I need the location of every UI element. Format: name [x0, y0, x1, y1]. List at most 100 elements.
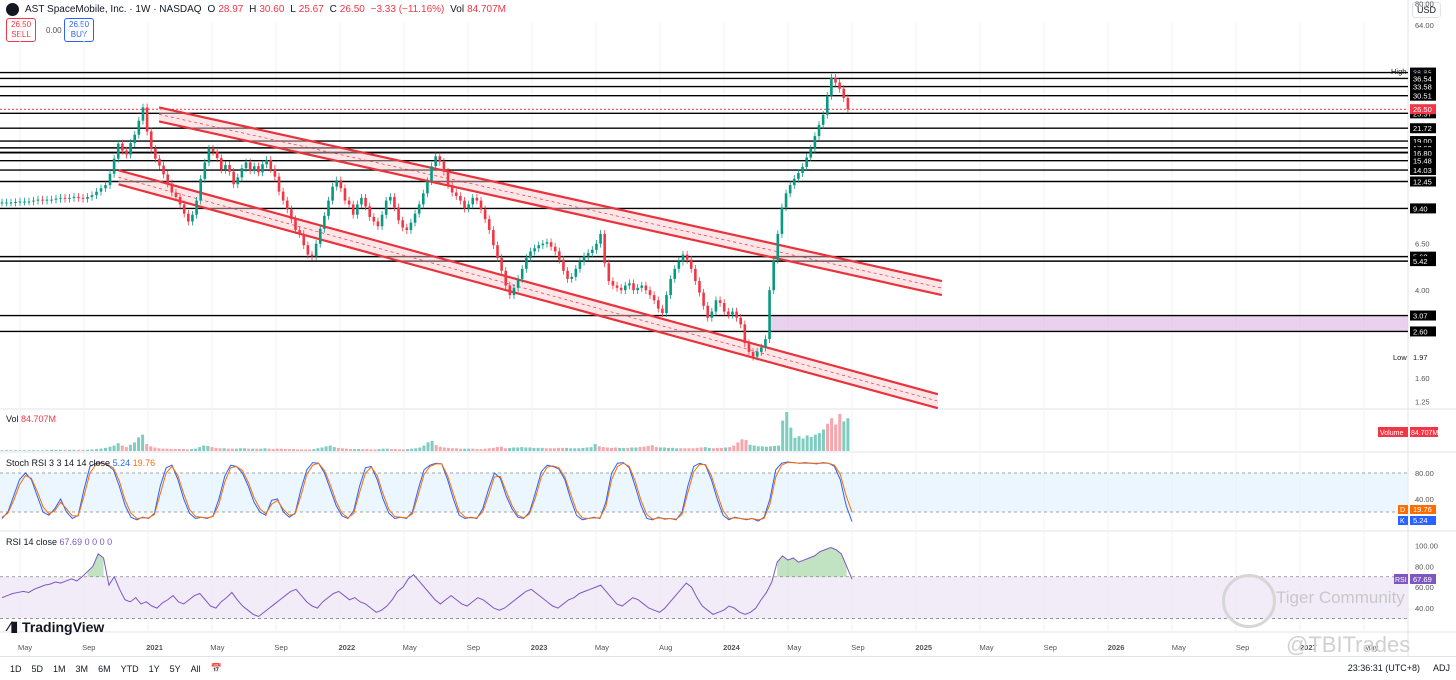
volume-bar	[259, 448, 263, 451]
timeframe-1y[interactable]: 1Y	[148, 663, 160, 674]
candle-body	[54, 198, 58, 200]
volume-bar	[291, 449, 295, 451]
candle-body	[438, 156, 442, 162]
candle-body	[710, 311, 714, 318]
timeframe-1d[interactable]: 1D	[10, 663, 22, 674]
candle-body	[426, 181, 429, 194]
buy-button[interactable]: 26.50 BUY	[64, 18, 95, 42]
volume-bar	[605, 447, 609, 451]
volume-bar	[618, 447, 622, 451]
time-axis-label: May	[403, 643, 417, 652]
candle-body	[652, 295, 656, 301]
candle-body	[632, 283, 635, 291]
volume-bar	[817, 433, 821, 451]
timeframe-ytd[interactable]: YTD	[120, 663, 139, 674]
stoch-k-letter: K	[1400, 518, 1405, 525]
volume-bar	[304, 449, 308, 451]
time-axis-label: May	[980, 643, 994, 652]
timeframe-5y[interactable]: 5Y	[169, 663, 181, 674]
candle-body	[681, 254, 685, 262]
candle-body	[174, 192, 178, 197]
candle-body	[182, 204, 186, 214]
volume-bar	[120, 445, 124, 451]
sell-button[interactable]: 26.50 SELL	[6, 18, 37, 42]
chart-canvas[interactable]: 38.8536.5433.5830.5125.3721.7219.0017.69…	[0, 0, 1456, 656]
candle-body	[669, 278, 672, 296]
stoch-band	[0, 473, 1408, 512]
candle-body	[648, 290, 652, 296]
volume-bar	[153, 447, 157, 451]
volume-bar	[508, 447, 512, 451]
symbol-title[interactable]: AST SpaceMobile, Inc. · 1W · NASDAQ	[25, 4, 202, 15]
currency-selector[interactable]: USD	[1412, 2, 1442, 18]
timeframe-5d[interactable]: 5D	[31, 663, 44, 674]
volume-bar	[654, 447, 658, 451]
candle-body	[623, 285, 627, 291]
volume-bar	[809, 436, 813, 451]
candle-body	[541, 243, 545, 246]
candle-body	[578, 261, 582, 269]
candle-body	[685, 254, 689, 260]
candle-body	[125, 150, 128, 155]
candle-body	[442, 161, 446, 172]
volume-bar	[768, 446, 772, 451]
volume-bar	[202, 445, 206, 451]
volume-bar	[214, 447, 218, 451]
candle-body	[792, 178, 796, 186]
volume-bar	[548, 448, 552, 451]
level-tag	[1410, 165, 1436, 176]
adj-toggle[interactable]: ADJ	[1432, 663, 1450, 673]
spread-value: 0.00	[46, 26, 62, 35]
time-axis-label: May	[18, 643, 32, 652]
candle-body	[471, 197, 475, 205]
volume-bar	[357, 449, 361, 451]
candle-body	[644, 285, 648, 291]
candle-body	[99, 188, 103, 192]
volume-bar	[805, 435, 809, 451]
candle-body	[520, 268, 524, 279]
candle-body	[236, 177, 240, 185]
candle-body	[86, 196, 89, 199]
volume-bar	[161, 448, 165, 451]
volume-bar	[679, 448, 683, 451]
volume-bar	[271, 449, 275, 451]
level-tag	[1410, 123, 1436, 134]
candle-body	[343, 188, 347, 201]
candle-body	[187, 213, 190, 222]
volume-bar	[748, 444, 752, 451]
time-axis-label: Aug	[659, 643, 672, 652]
timeframe-3m[interactable]: 3M	[75, 663, 89, 674]
candle-body	[764, 339, 767, 348]
candle-body	[421, 193, 425, 205]
level-label: 16.80	[1413, 149, 1432, 158]
lower-channel-fill	[118, 170, 938, 409]
volume-bar	[145, 443, 149, 451]
volume-bar	[81, 449, 85, 451]
candle-body	[677, 261, 681, 269]
volume-bar	[275, 448, 279, 451]
volume-bar	[577, 448, 581, 451]
volume-bar	[724, 447, 728, 451]
timeframe-all[interactable]: All	[190, 663, 201, 674]
candle-body	[467, 204, 470, 209]
candle-body	[68, 197, 71, 199]
candle-body	[36, 199, 40, 201]
volume-bar	[675, 448, 679, 451]
candle-body	[335, 180, 339, 187]
date-range-icon[interactable]: 📅	[210, 663, 222, 673]
volume-bar	[732, 445, 736, 451]
high-label: High	[1391, 67, 1406, 76]
timeframe-1m[interactable]: 1M	[53, 663, 66, 674]
volume-bar	[251, 448, 255, 451]
volume-bar	[173, 449, 177, 451]
time-axis-label: 2025	[915, 643, 932, 652]
candle-body	[760, 347, 763, 352]
volume-bar	[230, 448, 234, 451]
candle-body	[768, 290, 771, 340]
volume-bar	[699, 447, 703, 451]
volume-bar	[581, 447, 585, 451]
timeframe-6m[interactable]: 6M	[98, 663, 111, 674]
candle-body	[533, 248, 536, 252]
volume-bar	[23, 450, 26, 451]
volume-bar	[789, 427, 793, 451]
